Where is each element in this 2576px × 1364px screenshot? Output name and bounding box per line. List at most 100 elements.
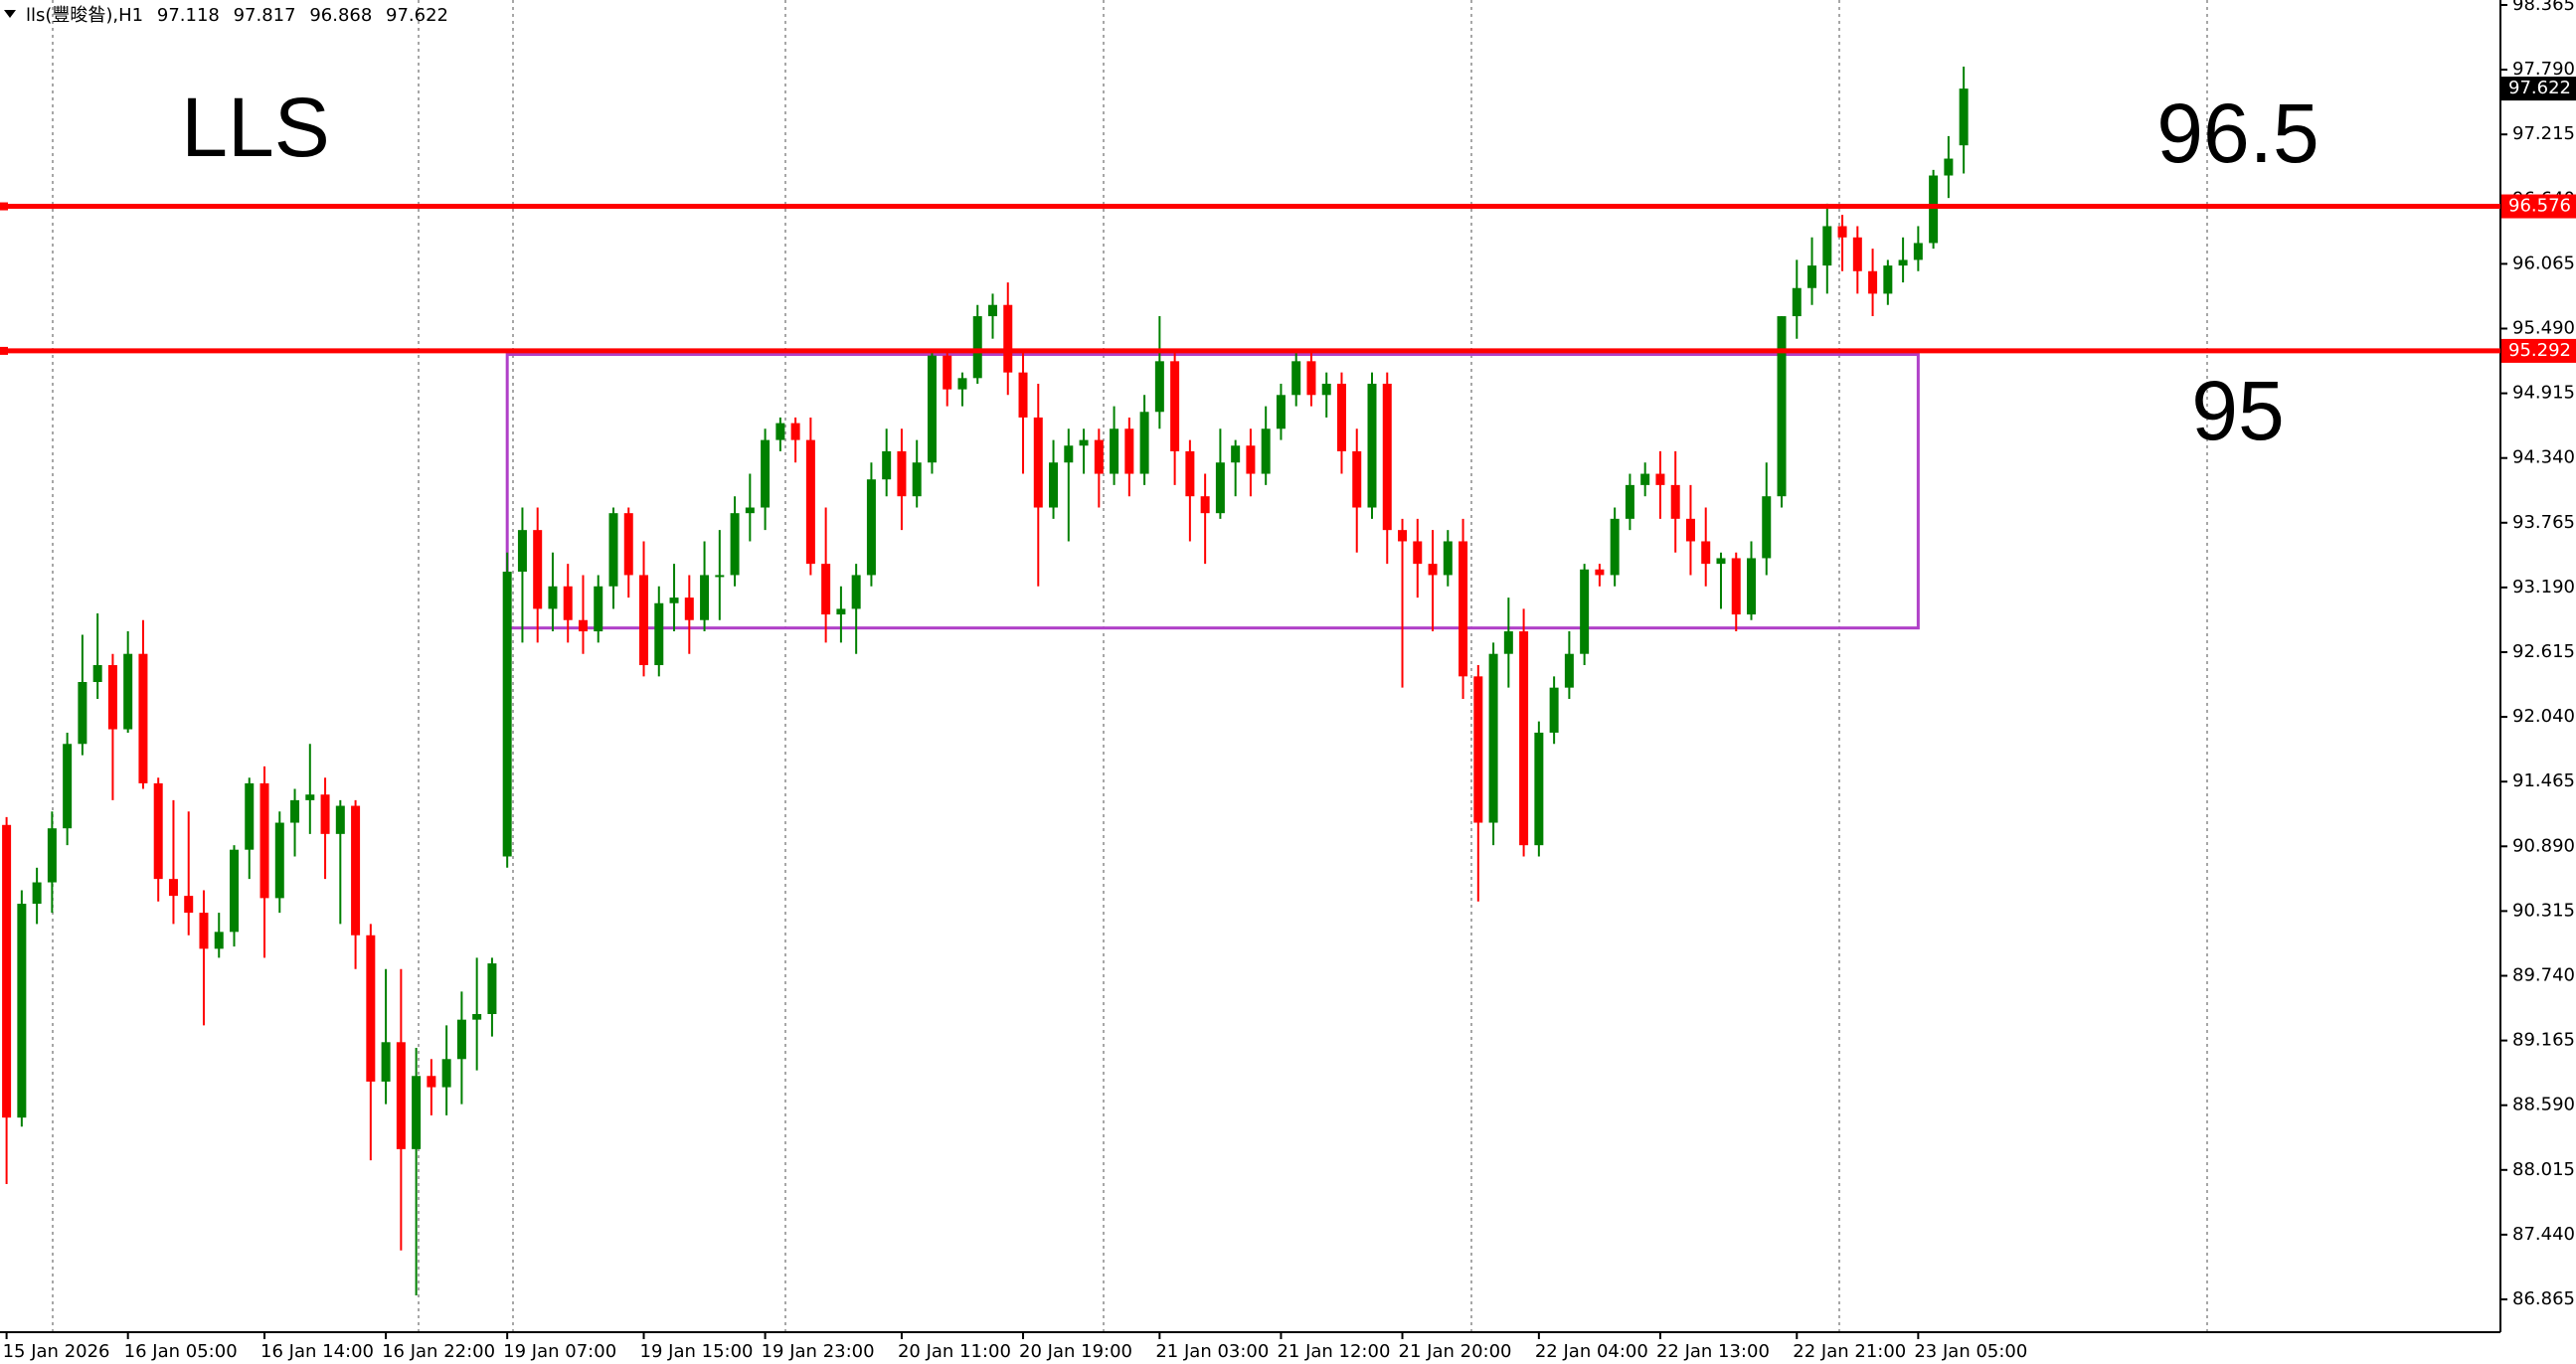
high: 97.817	[234, 5, 296, 26]
candle-body	[594, 586, 603, 632]
candle	[1868, 249, 1878, 317]
candle-body	[897, 450, 907, 497]
candle-body	[274, 822, 284, 899]
x-tick-label: 19 Jan 07:00	[503, 1341, 616, 1362]
candle-body	[1640, 473, 1650, 485]
y-tick-label: 97.790	[2512, 59, 2575, 80]
candle-body	[138, 653, 148, 783]
candle	[259, 766, 269, 958]
candle	[1807, 237, 1817, 305]
candle-body	[502, 572, 512, 857]
candle-body	[790, 423, 800, 440]
y-tick-label: 90.315	[2512, 900, 2575, 921]
candle	[290, 788, 300, 857]
annotation: LLS	[181, 81, 329, 174]
candle	[1564, 631, 1574, 699]
candle	[366, 924, 376, 1161]
candle-body	[1913, 243, 1923, 260]
candle-body	[1868, 270, 1878, 294]
candle-body	[107, 665, 117, 730]
candle-body	[1519, 631, 1529, 846]
x-tick-label: 20 Jan 19:00	[1019, 1341, 1132, 1362]
candle	[669, 564, 679, 632]
candle	[138, 619, 148, 789]
candle	[1852, 226, 1862, 294]
candle	[654, 586, 664, 677]
candle-body	[2, 824, 12, 1118]
candle-body	[1822, 226, 1832, 266]
candle	[517, 507, 527, 643]
y-tick-label: 93.190	[2512, 577, 2575, 597]
x-tick-label: 21 Jan 12:00	[1277, 1341, 1390, 1362]
candle	[1640, 462, 1650, 497]
candle-body	[456, 1019, 466, 1060]
candle	[1443, 530, 1453, 587]
candle	[700, 541, 710, 632]
candle-body	[441, 1059, 451, 1088]
candle-body	[761, 439, 771, 508]
candle	[730, 496, 740, 587]
hline-marker	[0, 346, 8, 355]
y-tick-label: 94.915	[2512, 383, 2575, 404]
candle-body	[608, 513, 618, 587]
candle-body	[578, 619, 588, 632]
candle-body	[1398, 530, 1408, 542]
candle-body	[563, 586, 573, 620]
candle-body	[1049, 462, 1059, 508]
candle-body	[17, 904, 27, 1118]
candle-body	[1473, 676, 1483, 823]
candle	[2, 816, 12, 1184]
y-tick-label: 96.065	[2512, 253, 2575, 273]
candle	[594, 575, 603, 643]
candle	[168, 799, 178, 925]
candle-body	[866, 479, 876, 576]
candle-body	[1837, 226, 1847, 238]
candle	[1200, 473, 1210, 565]
candle-body	[1018, 372, 1028, 418]
candle-body	[351, 805, 361, 936]
candle	[927, 350, 937, 474]
candle	[639, 541, 649, 677]
x-tick-label: 16 Jan 22:00	[382, 1341, 495, 1362]
x-tick-label: 20 Jan 11:00	[898, 1341, 1011, 1362]
candle	[1064, 428, 1074, 542]
candle	[1261, 406, 1271, 485]
candle-body	[730, 513, 740, 576]
y-tick-label: 95.490	[2512, 318, 2575, 339]
candle	[775, 417, 785, 451]
candle	[1094, 428, 1104, 508]
candle-body	[1898, 259, 1908, 266]
candle	[790, 417, 800, 463]
candle-body	[1792, 287, 1802, 317]
candle-body	[47, 828, 57, 883]
candle	[1215, 428, 1225, 519]
y-tick-label: 98.365	[2512, 0, 2575, 15]
candle-body	[1625, 484, 1634, 519]
candle-body	[199, 913, 209, 949]
candle-body	[1685, 518, 1695, 542]
y-tick-label: 92.615	[2512, 641, 2575, 662]
price-box-label: 95.292	[2508, 340, 2571, 361]
candle-body	[1033, 417, 1043, 508]
candle-body	[1580, 569, 1590, 654]
candle	[412, 1047, 422, 1296]
candle	[1428, 530, 1438, 632]
candle-body	[63, 744, 73, 829]
candle	[1382, 372, 1392, 565]
candle-body	[487, 963, 497, 1014]
candle	[972, 304, 982, 384]
candle	[1716, 552, 1726, 609]
candle	[851, 564, 861, 654]
candle-body	[1610, 518, 1620, 576]
candle	[805, 417, 815, 576]
menu-triangle[interactable]	[4, 10, 16, 18]
candle	[957, 372, 967, 407]
candle	[1792, 259, 1802, 339]
candle	[487, 957, 497, 1037]
candle	[441, 1025, 451, 1115]
candle-body	[715, 575, 725, 578]
candle-body	[1488, 653, 1498, 823]
candle	[1139, 395, 1149, 485]
candle	[1336, 372, 1346, 474]
candle-body	[92, 665, 102, 683]
